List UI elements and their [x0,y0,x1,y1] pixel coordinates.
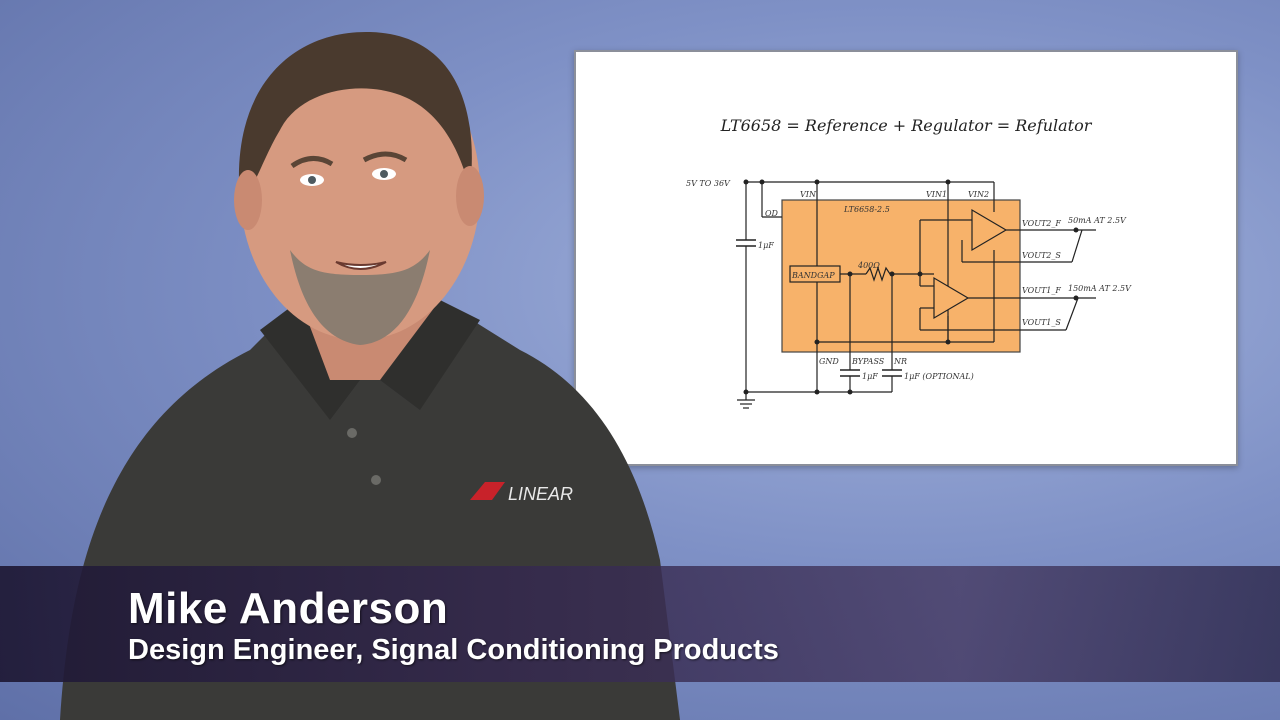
schematic-slide: LT6658 = Reference + Regulator = Refulat… [574,50,1238,466]
od-label: OD [765,209,779,218]
part-number-label: LT6658-2.5 [843,205,890,214]
amplifier-1 [933,276,970,320]
vout1-f-label: VOUT1_F [1022,286,1061,295]
circuit-schematic: 5V TO 36V VIN VIN1 VIN2 OD LT6658-2.5 1μ… [686,179,1132,409]
linear-logo: LINEAR [470,482,573,504]
bypass-label: BYPASS [851,357,885,366]
vin-label: VIN [800,190,817,199]
resistor-label: 400Ω [857,261,880,270]
slide-title: LT6658 = Reference + Regulator = Refulat… [720,116,1092,135]
vin1-label: VIN1 [926,190,947,199]
svg-text:LINEAR: LINEAR [508,484,573,504]
speaker-title: Design Engineer, Signal Conditioning Pro… [128,634,779,666]
beard [290,250,430,345]
input-cap-label: 1μF [758,241,774,250]
nr-cap-label: 1μF (OPTIONAL) [904,372,974,381]
output1-spec-label: 150mA AT 2.5V [1068,284,1132,293]
vout1-s-label: VOUT1_S [1022,318,1061,327]
vout2-f-label: VOUT2_F [1022,219,1061,228]
gnd-label: GND [819,357,839,366]
nr-label: NR [893,357,907,366]
bypass-cap-label: 1μF [862,372,878,381]
vin2-label: VIN2 [968,190,989,199]
input-range-label: 5V TO 36V [686,179,731,188]
output2-spec-label: 50mA AT 2.5V [1068,216,1127,225]
bandgap-label: BANDGAP [791,271,835,280]
hair [238,31,472,200]
lower-third-banner [0,566,1280,682]
vout2-s-label: VOUT2_S [1022,251,1061,260]
speaker-name: Mike Anderson [128,584,449,633]
amplifier-2 [971,208,1008,252]
